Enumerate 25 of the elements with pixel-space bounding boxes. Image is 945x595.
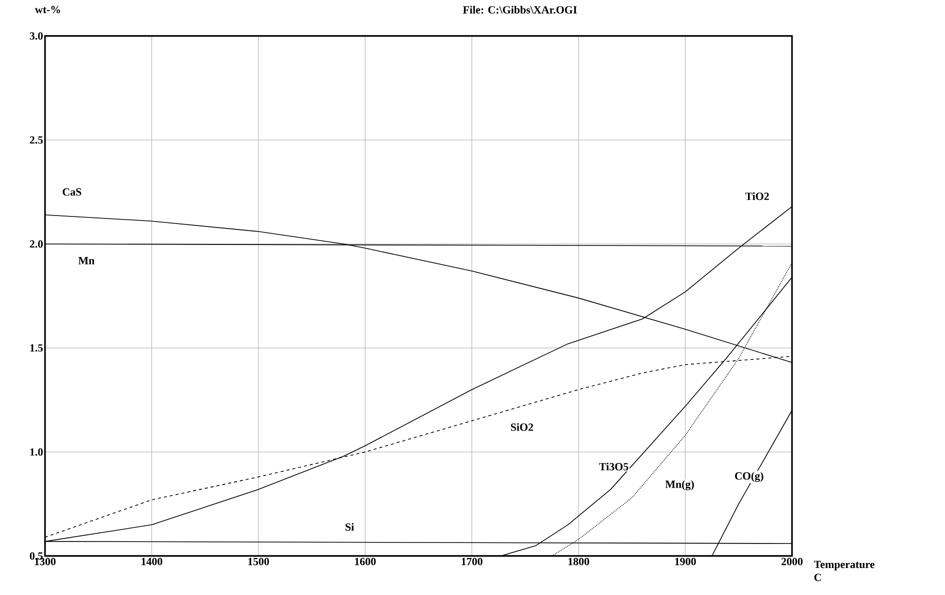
series-label: Ti3O5 — [599, 462, 628, 470]
x-tick-label: 2000 — [782, 558, 803, 566]
series-label: CO(g) — [735, 472, 764, 482]
series-label: SiO2 — [510, 423, 534, 431]
x-axis-title: Temperature C — [814, 560, 874, 582]
series-label: Si — [346, 523, 354, 531]
chart-title: File: C:\Gibbs\XAr.OGI — [463, 6, 577, 14]
x-tick-label: 1400 — [142, 558, 162, 566]
y-tick-label: 2.5 — [30, 136, 43, 144]
series-label: TiO2 — [745, 192, 769, 200]
y-axis-title: wt-% — [34, 6, 60, 14]
y-tick-label: 3.0 — [30, 32, 43, 40]
series-label: CaS — [62, 188, 82, 196]
x-tick-label: 1500 — [248, 558, 269, 566]
x-tick-label: 1900 — [675, 558, 696, 566]
y-tick-label: 1.0 — [30, 448, 43, 456]
series-label: Mn(g) — [665, 480, 694, 490]
x-tick-label: 1300 — [34, 558, 56, 566]
series-label: Mn — [78, 257, 94, 264]
y-tick-label: 0.5 — [30, 552, 43, 560]
y-tick-label: 1.5 — [30, 344, 43, 352]
x-tick-label: 1800 — [568, 558, 590, 566]
x-tick-label: 1700 — [462, 558, 482, 566]
y-tick-label: 2.0 — [30, 240, 43, 248]
x-tick-label: 1600 — [355, 558, 376, 566]
